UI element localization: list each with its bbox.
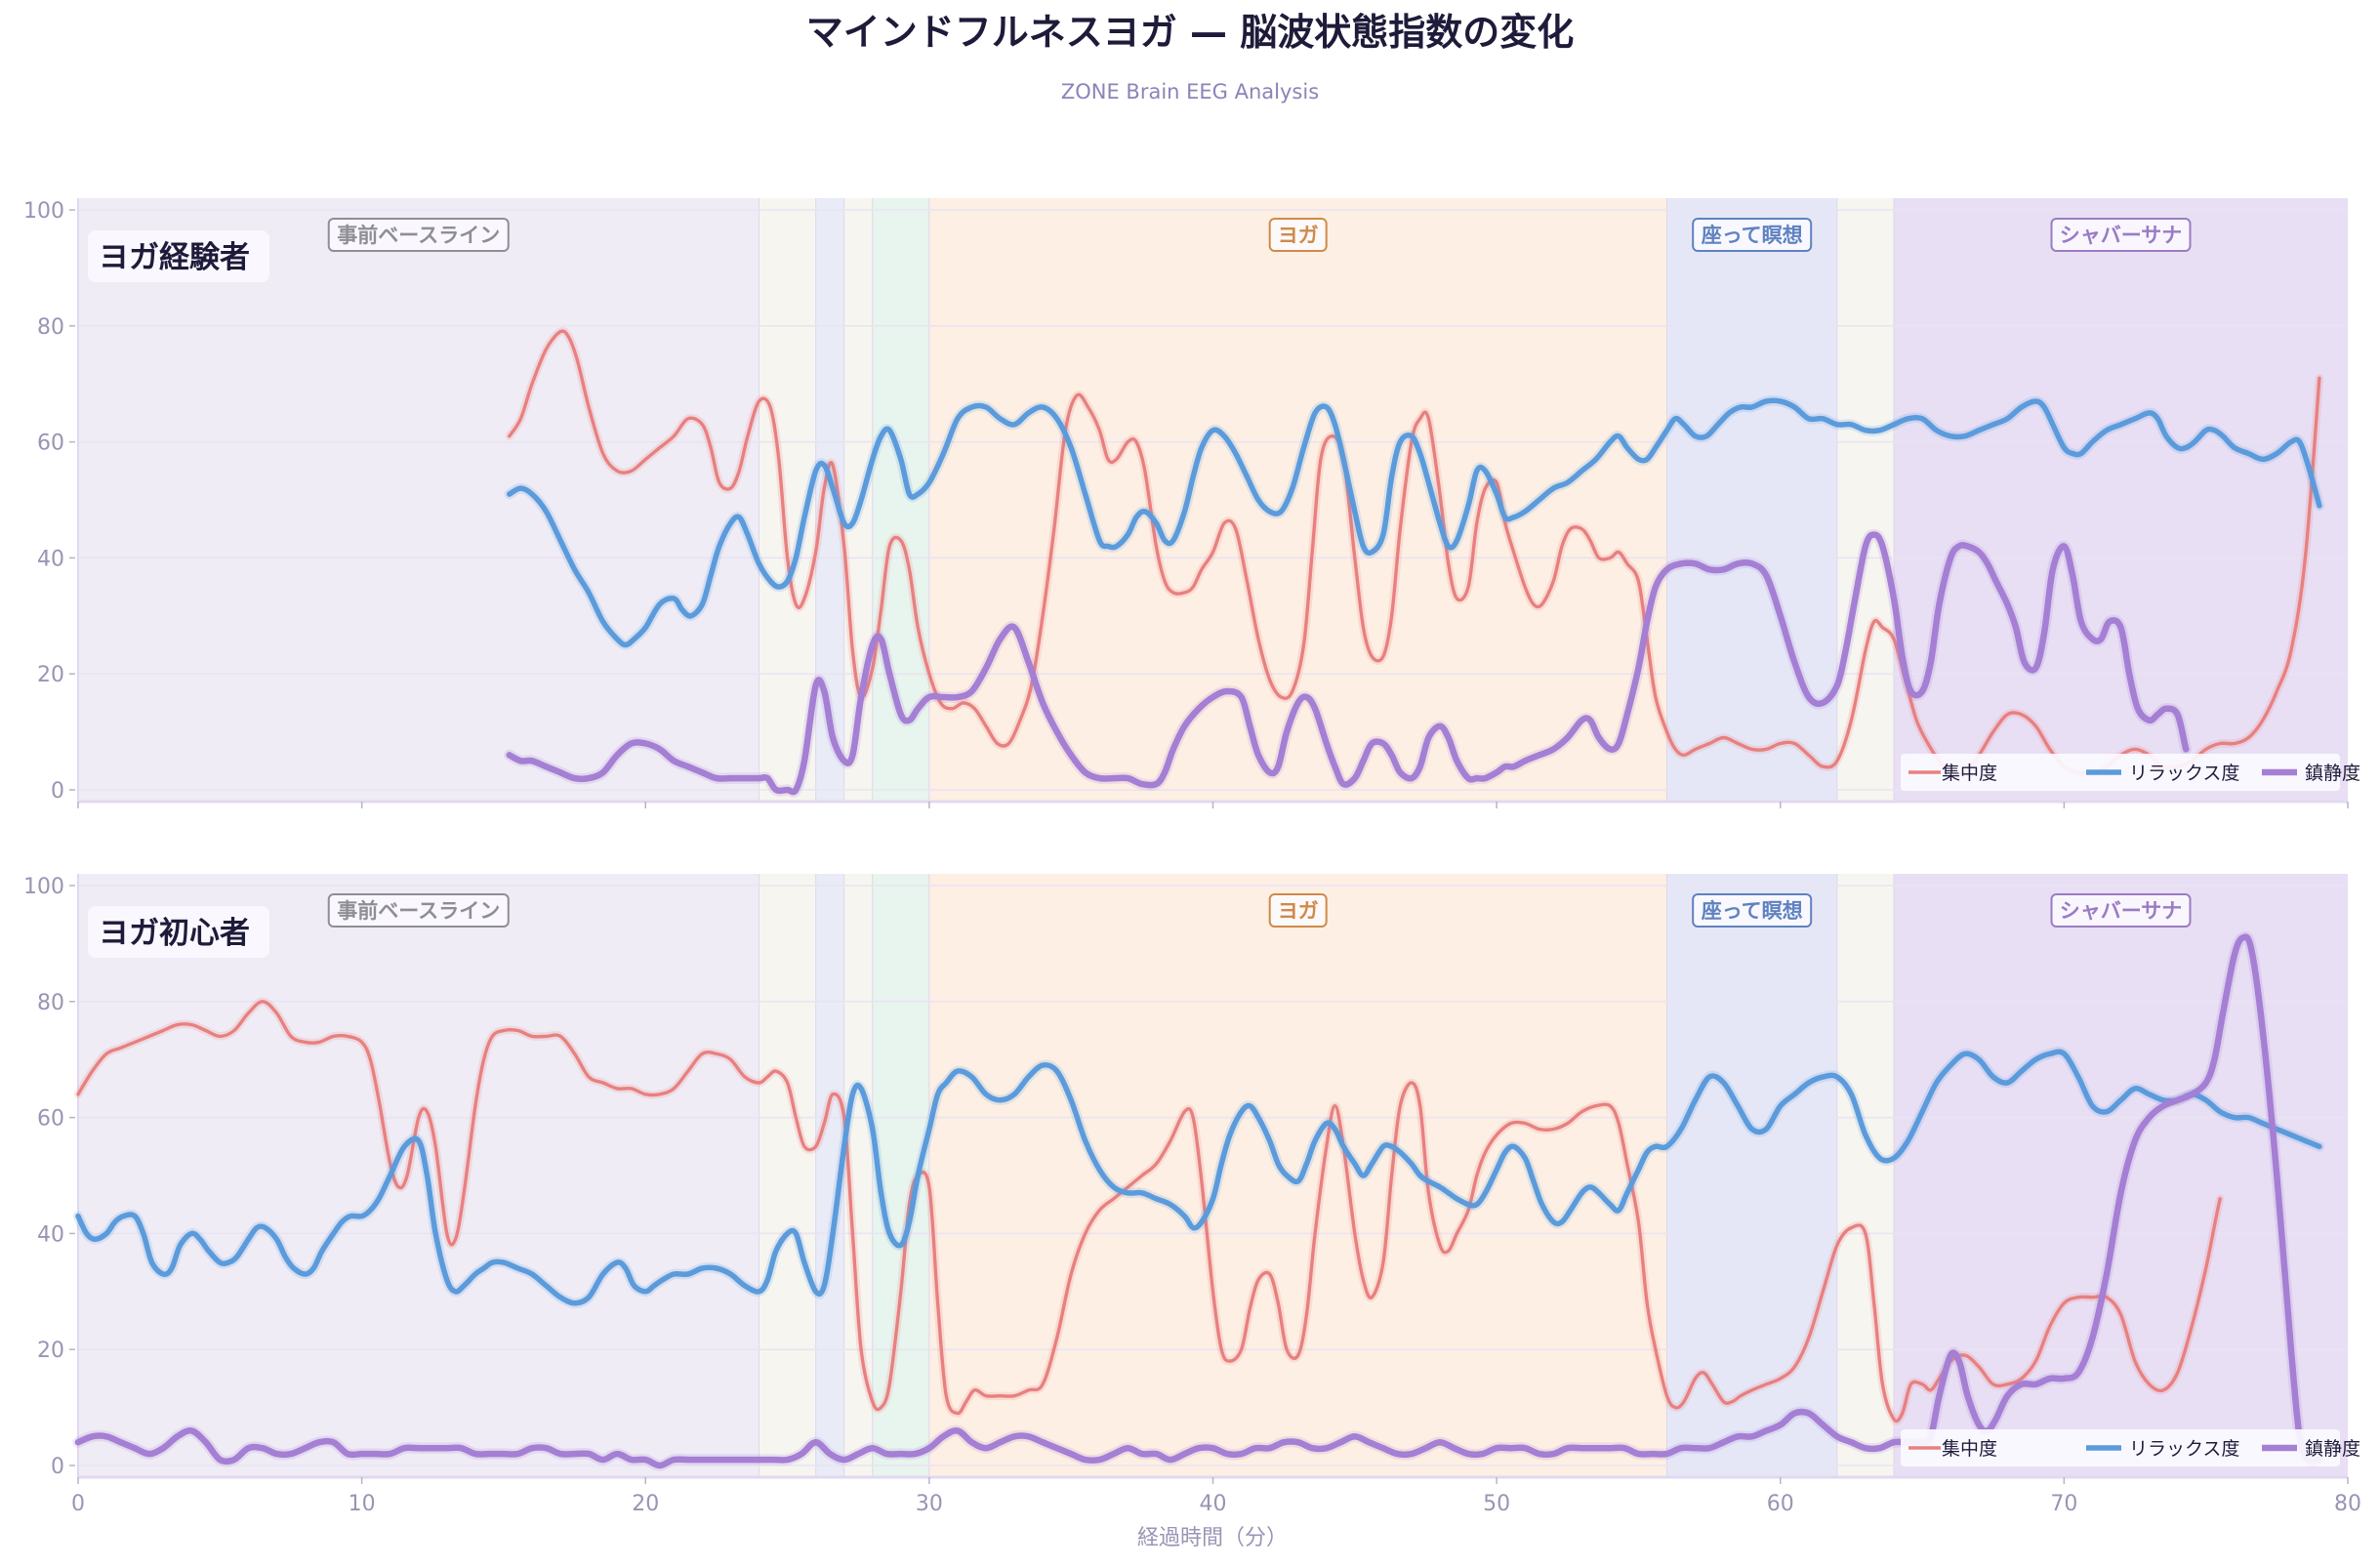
y-tick-label: 0 (51, 1455, 64, 1479)
phase-band (1894, 198, 2348, 802)
phase-label-box (1692, 893, 1813, 928)
y-tick-label: 60 (37, 432, 64, 456)
phase-label-box (1268, 218, 1328, 252)
phase-label-text: シャバーサナ (2060, 899, 2183, 923)
phase-band (759, 874, 816, 1477)
chart-title: マインドフルネスヨガ — 脳波状態指数の変化 (806, 11, 1574, 54)
x-tick-label: 50 (1483, 1492, 1510, 1516)
phase-label-box (1692, 218, 1813, 252)
x-tick-label: 10 (349, 1492, 376, 1516)
legend-label-concentration: 集中度 (1942, 763, 1997, 784)
phase-label-box (2050, 893, 2192, 928)
x-tick-label: 70 (2050, 1492, 2077, 1516)
panel-title-text: ヨガ経験者 (99, 240, 250, 275)
phase-label: ヨガ (1268, 893, 1328, 928)
phase-label-box (2050, 218, 2192, 252)
phase-label-text: 事前ベースライン (337, 899, 500, 923)
phase-band (78, 198, 759, 802)
phase-band (78, 874, 759, 1477)
phase-label-text: 事前ベースライン (337, 224, 500, 247)
x-tick-label: 40 (1200, 1492, 1227, 1516)
phase-label-text: ヨガ (1278, 224, 1319, 247)
y-tick-label: 80 (37, 991, 64, 1015)
phase-label: シャバーサナ (2050, 893, 2192, 928)
phase-label: シャバーサナ (2050, 218, 2192, 252)
phase-label-box (1268, 893, 1328, 928)
phase-label-box (327, 893, 510, 928)
phase-band (872, 198, 929, 802)
x-tick-label: 30 (916, 1492, 943, 1516)
phase-label: ヨガ (1268, 218, 1328, 252)
y-tick-label: 80 (37, 315, 64, 340)
series-line-relax (75, 1049, 2322, 1306)
legend: 集中度 リラックス度 鎮静度 (1901, 1429, 2360, 1466)
phase-label: 座って瞑想 (1692, 218, 1813, 252)
y-tick-label: 100 (23, 875, 64, 899)
phase-band (1836, 874, 1894, 1477)
panel-title-text: ヨガ初心者 (99, 916, 250, 951)
phase-label-text: 座って瞑想 (1702, 899, 1803, 923)
phase-band (1836, 198, 1894, 802)
legend: 集中度 リラックス度 鎮静度 (1901, 754, 2360, 791)
x-tick-label: 20 (632, 1492, 659, 1516)
phase-label-box (327, 218, 510, 252)
series-line-calm (506, 531, 2190, 796)
phase-band (928, 874, 1667, 1477)
y-tick-label: 60 (37, 1107, 64, 1132)
x-tick-label: 0 (71, 1492, 85, 1516)
phase-label: 事前ベースライン (327, 893, 510, 928)
panel-title-box (88, 906, 269, 958)
panel-title: ヨガ経験者 (88, 230, 269, 282)
series-line-relax (507, 397, 2322, 648)
y-tick-label: 20 (37, 1339, 64, 1363)
panel-beginner: 0 20 40 60 80 100 0 10 20 30 40 50 60 70 80 事前ベースライン ヨガ 座… (23, 874, 2361, 1516)
legend-label-relax: リラックス度 (2129, 1438, 2239, 1460)
y-tick-label: 20 (37, 663, 64, 687)
phase-band (1894, 874, 2348, 1477)
y-tick-label: 100 (23, 199, 64, 224)
phase-band (1666, 198, 1837, 802)
phase-label-text: 座って瞑想 (1702, 224, 1803, 247)
panel-title-box (88, 230, 269, 282)
x-axis-label: 経過時間（分） (1137, 1526, 1288, 1550)
chart-subtitle: ZONE Brain EEG Analysis (1061, 80, 1319, 103)
phase-label-text: シャバーサナ (2060, 224, 2183, 247)
x-tick-label: 60 (1767, 1492, 1794, 1516)
panel-title: ヨガ初心者 (88, 906, 269, 958)
phase-label: 座って瞑想 (1692, 893, 1813, 928)
series-line-concentration (76, 1000, 2222, 1424)
x-tick-label: 80 (2334, 1492, 2361, 1516)
legend-label-concentration: 集中度 (1942, 1438, 1997, 1460)
y-tick-label: 40 (37, 547, 64, 571)
y-tick-label: 0 (51, 779, 64, 804)
y-tick-label: 40 (37, 1222, 64, 1247)
legend-label-relax: リラックス度 (2129, 763, 2239, 784)
phase-label-text: ヨガ (1278, 899, 1319, 923)
legend-label-calm: 鎮静度 (2305, 1438, 2360, 1460)
legend-label-calm: 鎮静度 (2305, 763, 2360, 784)
phase-label: 事前ベースライン (327, 218, 510, 252)
panel-experienced: 0 20 40 60 80 100 事前ベースライン ヨガ 座って瞑想 シャバーサナヨガ経験者集中… (23, 198, 2360, 808)
series-line-calm (74, 933, 2323, 1469)
